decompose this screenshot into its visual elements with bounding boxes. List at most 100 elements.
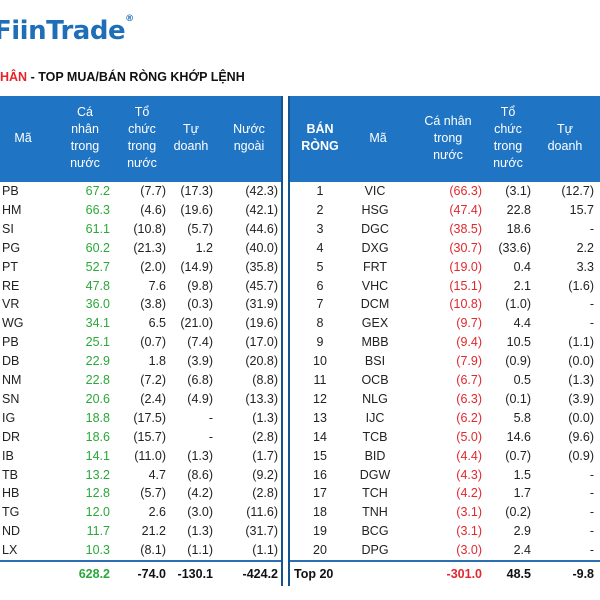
table-row[interactable]: 6 VHC (15.1) 2.1 (1.6) xyxy=(290,277,600,296)
table-row[interactable]: 7 DCM (10.8) (1.0) - xyxy=(290,295,600,314)
institution-value-cell: 2.1 xyxy=(513,278,531,293)
institution-value-cell: 4.4 xyxy=(513,316,531,331)
table-row[interactable]: 14 TCB (5.0) 14.6 (9.6) xyxy=(290,428,600,447)
foreign-value-cell: (11.6) xyxy=(246,505,278,520)
table-row[interactable]: 20 DPG (3.0) 2.4 - xyxy=(290,541,600,560)
foreign-value-cell: (40.0) xyxy=(245,240,278,255)
rank-cell: 8 xyxy=(316,316,324,331)
proprietary-value-cell: (5.7) xyxy=(187,221,213,236)
table-row[interactable]: NM 22.8 (7.2) (6.8) (8.8) xyxy=(0,371,281,390)
table-row[interactable]: DR 18.6 (15.7) - (2.8) xyxy=(0,428,281,447)
foreign-value-cell: (1.3) xyxy=(252,410,278,425)
retail-value-cell: (3.0) xyxy=(456,543,482,558)
retail-value-cell: 10.3 xyxy=(85,543,110,558)
rank-cell: 13 xyxy=(313,410,327,425)
ticker-cell: DR xyxy=(2,429,21,444)
table-row[interactable]: 18 TNH (3.1) (0.2) - xyxy=(290,503,600,522)
ticker-cell: BCG xyxy=(361,524,389,539)
ticker-cell: FRT xyxy=(362,259,388,274)
table-row[interactable]: SN 20.6 (2.4) (4.9) (13.3) xyxy=(0,390,281,409)
ticker-cell: TB xyxy=(2,467,18,482)
table-row[interactable]: IG 18.8 (17.5) - (1.3) xyxy=(0,409,281,428)
table-row[interactable]: DB 22.9 1.8 (3.9) (20.8) xyxy=(0,352,281,371)
table-row[interactable]: PT 52.7 (2.0) (14.9) (35.8) xyxy=(0,258,281,277)
institution-value-cell: (33.6) xyxy=(498,240,531,255)
ticker-cell: LX xyxy=(2,543,18,558)
table-row[interactable]: 13 IJC (6.2) 5.8 (0.0) xyxy=(290,409,600,428)
total-institution-value-cell: 48.5 xyxy=(506,567,531,581)
table-row[interactable]: IB 14.1 (11.0) (1.3) (1.7) xyxy=(0,447,281,466)
institution-value-cell: (17.5) xyxy=(133,410,166,425)
table-row[interactable]: 17 TCH (4.2) 1.7 - xyxy=(290,484,600,503)
table-row[interactable]: ND 11.7 21.2 (1.3) (31.7) xyxy=(0,522,281,541)
table-row[interactable]: 3 DGC (38.5) 18.6 - xyxy=(290,220,600,239)
ticker-cell: DGC xyxy=(361,221,389,236)
foreign-value-cell: (8.8) xyxy=(252,373,278,387)
proprietary-value-cell: - xyxy=(589,221,594,236)
table-row[interactable]: 5 FRT (19.0) 0.4 3.3 xyxy=(290,258,600,277)
proprietary-value-cell: (3.9) xyxy=(568,391,594,406)
institution-value-cell: (7.7) xyxy=(140,184,166,198)
institution-value-cell: 1.8 xyxy=(148,354,166,369)
table-row[interactable]: 4 DXG (30.7) (33.6) 2.2 xyxy=(290,239,600,258)
table-row[interactable]: 9 MBB (9.4) 10.5 (1.1) xyxy=(290,333,600,352)
total-foreign-value-cell: -424.2 xyxy=(242,567,278,581)
ticker-cell: HSG xyxy=(361,202,389,217)
table-row[interactable]: HB 12.8 (5.7) (4.2) (2.8) xyxy=(0,484,281,503)
table-row[interactable]: RE 47.8 7.6 (9.8) (45.7) xyxy=(0,277,281,296)
retail-value-cell: (19.0) xyxy=(449,259,482,274)
institution-value-cell: (11.0) xyxy=(134,448,166,463)
institution-value-cell: 2.6 xyxy=(148,505,166,520)
proprietary-value-cell: 3.3 xyxy=(576,259,594,274)
table-row[interactable]: 2 HSG (47.4) 22.8 15.7 xyxy=(290,201,600,220)
retail-value-cell: (47.4) xyxy=(449,202,482,217)
table-row[interactable]: 19 BCG (3.1) 2.9 - xyxy=(290,522,600,541)
table-row[interactable]: VR 36.0 (3.8) (0.3) (31.9) xyxy=(0,295,281,314)
ticker-cell: DB xyxy=(2,354,20,369)
institution-value-cell: 7.6 xyxy=(148,278,166,293)
foreign-value-cell: (2.8) xyxy=(252,486,278,501)
table-row[interactable]: SI 61.1 (10.8) (5.7) (44.6) xyxy=(0,220,281,239)
table-row[interactable]: TG 12.0 2.6 (3.0) (11.6) xyxy=(0,503,281,522)
table-row[interactable]: LX 10.3 (8.1) (1.1) (1.1) xyxy=(0,541,281,560)
ticker-cell: IB xyxy=(2,448,14,463)
table-row[interactable]: 15 BID (4.4) (0.7) (0.9) xyxy=(290,447,600,466)
proprietary-value-cell: (8.6) xyxy=(187,467,213,482)
institution-value-cell: 0.4 xyxy=(513,259,531,274)
rank-cell: 3 xyxy=(316,221,324,236)
table-row[interactable]: HM 66.3 (4.6) (19.6) (42.1) xyxy=(0,201,281,220)
table-row[interactable]: PB 25.1 (0.7) (7.4) (17.0) xyxy=(0,333,281,352)
foreign-value-cell: (42.1) xyxy=(245,202,278,217)
net-buy-table: Mã Cá nhân trong nước Tổ chức trong nước Tự… xyxy=(0,96,283,588)
ticker-cell: MBB xyxy=(361,335,389,350)
institution-value-cell: (2.0) xyxy=(140,259,166,274)
proprietary-value-cell: (19.6) xyxy=(180,202,213,217)
proprietary-value-cell: (4.2) xyxy=(187,486,213,501)
table-row[interactable]: 8 GEX (9.7) 4.4 - xyxy=(290,314,600,333)
ticker-cell: PG xyxy=(2,240,21,255)
table-row[interactable]: 16 DGW (4.3) 1.5 - xyxy=(290,466,600,485)
institution-value-cell: (7.2) xyxy=(140,373,166,387)
ticker-cell: TNH xyxy=(362,505,388,520)
ticker-cell: PB xyxy=(2,335,19,350)
proprietary-value-cell: - xyxy=(589,524,594,539)
column-header: Cá nhân trong nước xyxy=(424,113,472,162)
institution-value-cell: 14.6 xyxy=(506,429,531,444)
retail-value-cell: 34.1 xyxy=(85,316,110,331)
ticker-cell: VR xyxy=(2,297,20,312)
institution-value-cell: 0.5 xyxy=(513,373,531,387)
net-sell-total-row: Top 20 -301.0 48.5 -9.8 xyxy=(290,560,600,588)
table-row[interactable]: WG 34.1 6.5 (21.0) (19.6) xyxy=(0,314,281,333)
table-row[interactable]: PB 67.2 (7.7) (17.3) (42.3) xyxy=(0,182,281,201)
table-row[interactable]: 1 VIC (66.3) (3.1) (12.7) xyxy=(290,182,600,201)
proprietary-value-cell: (6.8) xyxy=(187,373,213,387)
table-row[interactable]: 10 BSI (7.9) (0.9) (0.0) xyxy=(290,352,600,371)
institution-value-cell: 5.8 xyxy=(513,410,531,425)
table-row[interactable]: TB 13.2 4.7 (8.6) (9.2) xyxy=(0,466,281,485)
table-row[interactable]: 11 OCB (6.7) 0.5 (1.3) xyxy=(290,371,600,390)
retail-value-cell: (4.3) xyxy=(456,467,482,482)
retail-value-cell: 25.1 xyxy=(85,335,110,350)
table-row[interactable]: PG 60.2 (21.3) 1.2 (40.0) xyxy=(0,239,281,258)
table-row[interactable]: 12 NLG (6.3) (0.1) (3.9) xyxy=(290,390,600,409)
total-retail-value-cell: 628.2 xyxy=(78,567,110,581)
